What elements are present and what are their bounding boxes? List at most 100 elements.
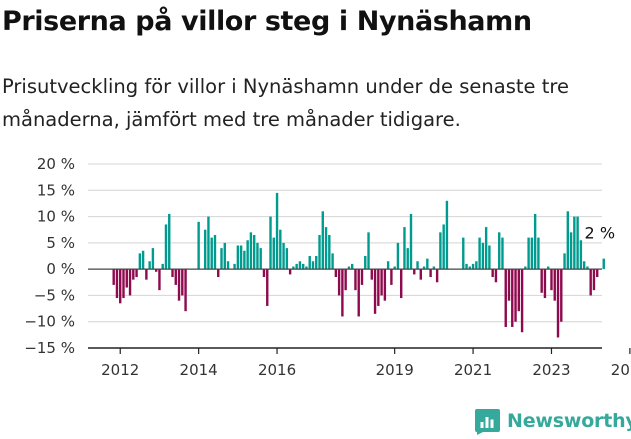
bar (586, 266, 589, 270)
bar (419, 269, 422, 280)
bar (164, 224, 168, 270)
x-tick-label: 2016 (258, 361, 296, 379)
bar (288, 269, 292, 275)
bar (468, 266, 471, 270)
bar (223, 242, 226, 270)
bar (285, 248, 289, 270)
bar (602, 258, 605, 270)
bar (308, 256, 311, 270)
bar (197, 221, 200, 270)
bar (360, 269, 364, 285)
bar (596, 269, 599, 278)
x-tick-label: 2025 (611, 361, 631, 379)
bar (337, 269, 341, 296)
bar (576, 216, 579, 270)
bar (275, 192, 279, 270)
bar (442, 224, 445, 270)
bar (406, 248, 409, 270)
bar (279, 229, 282, 270)
bar (252, 234, 256, 270)
bar (435, 269, 439, 283)
bar (566, 211, 570, 270)
bar (488, 245, 491, 270)
y-tick-label: 15 % (37, 181, 75, 199)
bar (256, 242, 259, 270)
y-tick-label: 0 % (46, 260, 75, 278)
bar (148, 261, 151, 270)
bar (556, 269, 560, 338)
y-tick-label: −10 % (24, 313, 75, 331)
bar (171, 269, 174, 278)
bar (416, 261, 419, 270)
bar (491, 269, 494, 278)
bar (226, 261, 230, 270)
bar (213, 234, 217, 270)
brand-name: Newsworthy (507, 410, 631, 432)
bar (347, 266, 351, 270)
bar (350, 263, 354, 270)
newsworthy-logo-icon (475, 408, 500, 435)
bar (400, 269, 403, 299)
bar (501, 237, 504, 270)
bar (239, 245, 243, 270)
bar (478, 237, 481, 270)
bar (128, 269, 132, 296)
bar (504, 269, 507, 327)
bar (246, 240, 249, 270)
bar (589, 269, 592, 296)
bar (154, 269, 158, 272)
bar (370, 269, 373, 280)
bar (390, 269, 393, 285)
y-tick-label: 10 % (37, 208, 75, 226)
bar (540, 269, 543, 293)
bar (132, 269, 135, 280)
bar (592, 269, 596, 291)
bar (324, 227, 328, 270)
bar (112, 269, 115, 285)
bar (295, 263, 298, 270)
bar (563, 253, 566, 270)
bar (298, 261, 302, 270)
x-tick-label: 2019 (376, 361, 414, 379)
bar (331, 253, 334, 270)
bar (249, 232, 253, 270)
bar (220, 248, 223, 270)
bar (210, 237, 213, 270)
bar (560, 269, 563, 322)
bar (573, 216, 576, 270)
bar (530, 237, 534, 270)
bar (537, 237, 540, 270)
newsworthy-brand: Newsworthy (474, 404, 631, 438)
bar (413, 269, 416, 275)
bar (334, 269, 338, 278)
bar (311, 261, 315, 270)
bar (439, 232, 442, 270)
bar-chart: 20 %15 %10 %5 %0 %−5 %−10 %−15 % 2012 201… (24, 155, 631, 379)
bar (373, 269, 377, 314)
bar (233, 263, 236, 270)
bar (354, 269, 357, 291)
bars (112, 192, 605, 338)
bar (553, 269, 556, 301)
bar (321, 211, 324, 270)
bar (151, 248, 155, 270)
bar (262, 269, 266, 278)
bar (305, 266, 308, 270)
bar (203, 229, 207, 270)
bar (494, 269, 498, 283)
bar (364, 256, 367, 270)
bar (465, 263, 468, 270)
bar (292, 266, 295, 270)
y-axis-ticks: 20 % 15 % 10 % 5 % 0 % −5 % −10 % −15 % (24, 155, 75, 357)
bar (122, 269, 125, 299)
x-tick-label: 2014 (180, 361, 218, 379)
bar (357, 269, 360, 317)
bar (569, 232, 573, 270)
bar (168, 213, 171, 270)
bar (269, 216, 272, 270)
bar (547, 266, 550, 270)
y-tick-label: 20 % (37, 155, 75, 173)
bar (445, 200, 449, 270)
bar (380, 269, 383, 296)
x-axis-ticks: 2012 2014 2016 2019 2021 2023 2025 (101, 348, 631, 379)
